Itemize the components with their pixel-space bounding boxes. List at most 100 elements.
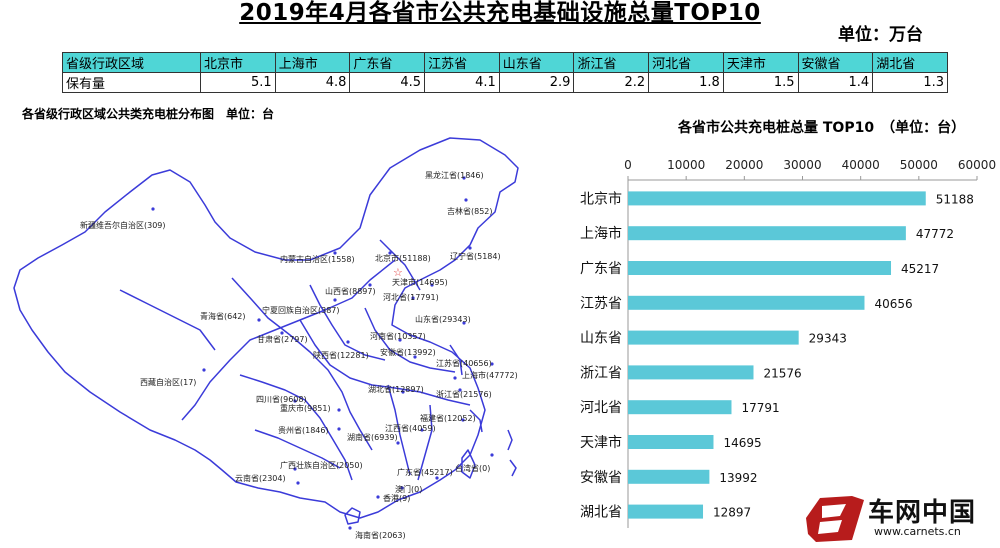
x-tick-label: 0 — [624, 158, 632, 172]
map-labels: 黑龙江省(1846) 吉林省(852) 新疆维吾尔自治区(309) 内蒙古自治区(15… — [80, 170, 518, 540]
bar-value-label: 40656 — [874, 297, 912, 311]
map-province-label: 湖南省(6939) — [347, 432, 398, 442]
map-province-label: 安徽省(13992) — [380, 347, 436, 357]
map-dot-icon — [396, 441, 400, 445]
category-label: 北京市 — [580, 190, 622, 207]
table-value-row: 保有量 5.1 4.8 4.5 4.1 2.9 2.2 1.8 1.5 1.4 … — [62, 72, 948, 93]
bar — [628, 435, 714, 449]
bar-value-label: 51188 — [936, 192, 974, 206]
bar — [628, 400, 732, 415]
capital-star-icon: ☆ — [393, 266, 403, 279]
map-dot-icon — [400, 486, 404, 490]
table-value: 2.9 — [498, 72, 575, 93]
map-province-label: 上海市(47772) — [462, 370, 518, 380]
map-province-label: 辽宁省(5184) — [450, 251, 501, 261]
map-dot-icon — [430, 283, 434, 287]
table-value: 5.1 — [200, 72, 276, 93]
map-province-label: 四川省(9608) — [256, 394, 307, 404]
category-label: 安徽省 — [580, 470, 622, 486]
table-region: 天津市 — [722, 52, 799, 73]
map-dots — [151, 176, 494, 530]
map-dot-icon — [461, 418, 465, 422]
map-province-label: 河北省(17791) — [383, 292, 439, 302]
map-province-label: 天津市(14695) — [392, 277, 448, 287]
map-dot-icon — [337, 408, 341, 412]
map-province-label: 香港(9) — [383, 493, 410, 503]
bar — [628, 295, 865, 310]
table-region: 湖北省 — [872, 52, 948, 73]
map-dot-icon — [490, 362, 494, 366]
map-province-label: 云南省(2304) — [235, 473, 286, 483]
bar-value-label: 21576 — [764, 366, 802, 380]
table-value: 1.4 — [797, 72, 874, 93]
category-label: 上海市 — [580, 225, 622, 242]
bar — [628, 365, 754, 380]
map-province-label: 重庆市(9851) — [280, 403, 331, 413]
map-province-label: 宁夏回族自治区(387) — [262, 305, 340, 315]
map-dot-icon — [151, 207, 155, 211]
map-province-label: 江苏省(40656) — [436, 358, 492, 368]
map-province-label: 青海省(642) — [200, 311, 246, 321]
map-dot-icon — [401, 390, 405, 394]
map-province-label: 湖北省(12897) — [368, 384, 424, 394]
map-dot-icon — [333, 298, 337, 302]
table-region: 山东省 — [498, 52, 575, 73]
unit-label: 单位：万台 — [838, 25, 923, 45]
map-province-label: 福建省(12052) — [420, 413, 476, 423]
map-dot-icon — [388, 251, 392, 255]
bar — [628, 191, 926, 206]
category-label: 湖北省 — [580, 505, 622, 521]
x-tick-label: 40000 — [842, 158, 880, 172]
map-province-label: 吉林省(852) — [447, 206, 493, 216]
map-dot-icon — [398, 338, 402, 342]
table-value: 1.5 — [722, 72, 799, 93]
map-province-label: 广东省(45217) — [397, 467, 453, 477]
map-dot-icon — [376, 495, 380, 499]
map-dot-icon — [464, 198, 468, 202]
map-dot-icon — [337, 427, 341, 431]
bar-value-label: 12897 — [713, 506, 751, 520]
map-province-label: 新疆维吾尔自治区(309) — [80, 220, 166, 230]
category-label: 天津市 — [580, 434, 622, 451]
map-province-label: 陕西省(12281) — [313, 350, 369, 360]
map-province-label: 西藏自治区(17) — [140, 377, 196, 387]
map-dot-icon — [453, 376, 457, 380]
map-dot-icon — [202, 368, 206, 372]
table-value: 4.5 — [349, 72, 426, 93]
table-value: 1.3 — [872, 72, 948, 93]
map-dot-icon — [293, 467, 297, 471]
bar-value-label: 17791 — [741, 401, 779, 415]
map-dot-icon — [420, 428, 424, 432]
map-province-label: 台湾省(0) — [455, 463, 490, 473]
map-province-label: 江西省(4059) — [385, 423, 436, 433]
map-province-label: 贵州省(1846) — [278, 425, 329, 435]
category-label: 河北省 — [580, 400, 622, 416]
map-province-label: 北京市(51188) — [375, 253, 431, 263]
china-map: 黑龙江省(1846) 吉林省(852) 新疆维吾尔自治区(309) 内蒙古自治区(15… — [13, 137, 519, 540]
table-region: 河北省 — [648, 52, 724, 73]
table-region: 广东省 — [349, 52, 426, 73]
table-header-row: 省级行政区域 北京市 上海市 广东省 江苏省 山东省 浙江省 河北省 天津市 安… — [62, 52, 948, 73]
category-label: 广东省 — [580, 261, 622, 277]
x-tick-label: 20000 — [725, 158, 763, 172]
bar-chart: 0 10000 20000 30000 40000 50000 60000 北京市上海市广东省… — [580, 158, 996, 528]
map-title: 各省级行政区域公共类充电桩分布图 单位：台 — [22, 107, 275, 121]
map-dot-icon — [257, 318, 261, 322]
map-dot-icon — [280, 331, 284, 335]
bar — [628, 504, 704, 519]
map-province-label: 甘肃省(2797) — [257, 334, 308, 344]
bar-chart-marks: 51188 47772 45217 40656 29343 21576 17791 14695… — [628, 191, 974, 520]
carnets-logo — [806, 496, 864, 542]
map-province-label: 海南省(2063) — [355, 530, 406, 540]
map-dot-icon — [293, 399, 297, 403]
category-label: 江苏省 — [580, 296, 622, 312]
bar-value-label: 29343 — [809, 332, 847, 346]
map-dot-icon — [435, 476, 439, 480]
bar-value-label: 14695 — [723, 436, 761, 450]
bar-value-label: 47772 — [916, 227, 954, 241]
category-label: 山东省 — [580, 331, 622, 347]
top10-table: 省级行政区域 北京市 上海市 广东省 江苏省 山东省 浙江省 河北省 天津市 安… — [62, 52, 948, 93]
table-region: 上海市 — [274, 52, 351, 73]
x-tick-label: 60000 — [958, 158, 996, 172]
map-dot-icon — [333, 251, 337, 255]
